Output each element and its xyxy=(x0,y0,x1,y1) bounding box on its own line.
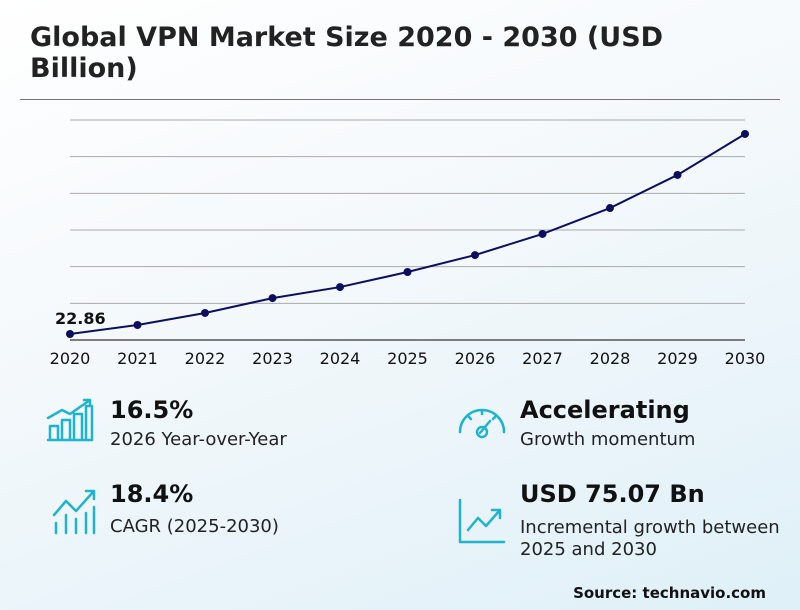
stat-label: Growth momentum xyxy=(520,429,696,450)
x-tick-label: 2029 xyxy=(657,349,698,368)
chart-title: Global VPN Market Size 2020 - 2030 (USD … xyxy=(30,22,664,84)
data-label: 22.86 xyxy=(55,309,106,328)
point xyxy=(201,308,209,317)
x-tick-label: 2026 xyxy=(455,349,496,368)
stat-label: 2026 Year-over-Year xyxy=(110,429,287,450)
x-tick-label: 2020 xyxy=(50,349,91,368)
point xyxy=(471,251,479,260)
x-tick-label: 2028 xyxy=(590,349,631,368)
stat-label: CAGR (2025-2030) xyxy=(110,516,279,537)
x-tick-label: 2030 xyxy=(725,349,766,368)
point xyxy=(66,330,74,339)
stat-label: Incremental growth between 2025 and 2030 xyxy=(520,517,780,560)
point xyxy=(673,170,682,179)
x-tick-label: 2027 xyxy=(522,349,563,368)
x-tick-label: 2025 xyxy=(387,349,428,368)
point xyxy=(538,229,547,238)
divider xyxy=(20,99,780,100)
line xyxy=(69,133,746,335)
point xyxy=(741,129,749,138)
point xyxy=(336,283,344,292)
point xyxy=(403,267,412,276)
stat-value: USD 75.07 Bn xyxy=(520,480,705,508)
point xyxy=(606,204,614,213)
stat-value: Accelerating xyxy=(520,396,690,424)
chart: 2020 2021 2022 2023 2024 2025 2026 2027 2028 2029… xyxy=(50,119,766,368)
source: Source: technavio.com xyxy=(573,584,766,602)
x-tick-label: 2023 xyxy=(252,349,293,368)
stat-value: 16.5% xyxy=(110,396,194,424)
x-tick-label: 2022 xyxy=(185,349,226,368)
x-tick-label: 2021 xyxy=(117,349,158,368)
icon-bars xyxy=(46,398,94,442)
point xyxy=(268,294,277,303)
stat-value: 18.4% xyxy=(110,480,194,508)
icon-growth xyxy=(52,489,96,535)
point xyxy=(133,321,142,330)
icon-gauge xyxy=(458,408,506,439)
icon-chart xyxy=(458,498,506,544)
x-tick-label: 2024 xyxy=(320,349,361,368)
